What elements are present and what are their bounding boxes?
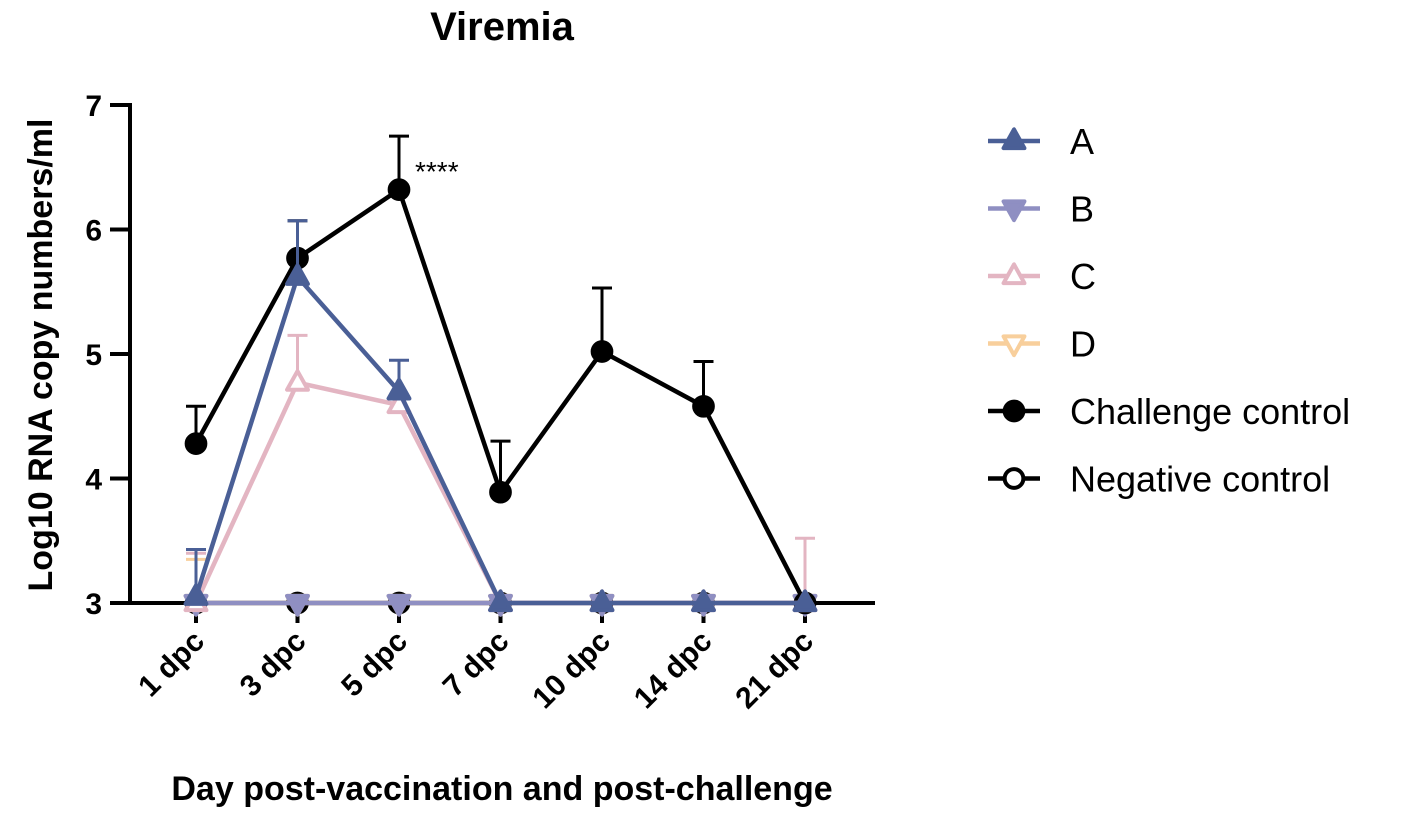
chart-title: Viremia — [430, 5, 575, 49]
data-point — [285, 593, 310, 617]
y-tick-label: 4 — [85, 464, 102, 497]
legend-item: D — [988, 324, 1096, 365]
series-line — [194, 187, 807, 605]
legend-marker — [1002, 467, 1026, 490]
legend-item: Challenge control — [988, 391, 1350, 432]
legend-marker — [1001, 262, 1027, 286]
x-tick-label: 3 dpc — [234, 625, 313, 704]
legend-marker — [1001, 334, 1027, 358]
x-tick-label: 21 dpc — [729, 625, 820, 716]
axes: 3 4 5 6 7 1 dpc 3 dpc 5 dpc 7 dpc 10 dpc 14 dpc 21 … — [85, 90, 875, 715]
series-challenge-control — [184, 134, 817, 615]
legend-label: Challenge control — [1070, 391, 1350, 432]
x-tick-label: 5 dpc — [335, 625, 414, 704]
data-point — [692, 394, 715, 418]
annotation-layer: **** — [415, 156, 459, 187]
legend-marker — [1002, 399, 1026, 423]
data-point — [386, 593, 412, 617]
significance-annotation: **** — [415, 156, 459, 187]
y-tick-label: 7 — [85, 90, 102, 123]
data-point — [285, 263, 310, 286]
data-point — [386, 377, 412, 401]
series-a — [183, 219, 818, 613]
series-layer — [183, 134, 818, 617]
y-tick-label: 6 — [85, 215, 102, 248]
data-point — [183, 583, 209, 606]
data-point — [285, 369, 310, 392]
y-axis-label: Log10 RNA copy numbers/ml — [22, 119, 60, 592]
legend-label: C — [1070, 256, 1096, 297]
legend-label: Negative control — [1070, 459, 1330, 500]
data-point — [184, 432, 208, 455]
data-point — [792, 589, 818, 613]
data-point — [691, 589, 716, 613]
legend-label: D — [1070, 324, 1096, 365]
x-axis-label: Day post-vaccination and post-challenge — [171, 770, 832, 808]
legend-item: Negative control — [988, 459, 1330, 500]
y-tick-label: 3 — [85, 588, 102, 621]
x-tick-label: 1 dpc — [132, 625, 211, 704]
x-tick-label: 10 dpc — [526, 625, 617, 716]
legend-item: C — [988, 256, 1096, 297]
legend-marker — [1001, 199, 1027, 223]
x-tick-label: 7 dpc — [437, 625, 516, 704]
data-point — [387, 178, 411, 202]
x-tick-label: 14 dpc — [628, 625, 719, 716]
legend-label: A — [1070, 121, 1094, 162]
data-point — [488, 589, 513, 613]
legend-item: A — [988, 121, 1094, 162]
legend-label: B — [1070, 189, 1094, 230]
legend-item: B — [988, 189, 1094, 230]
data-point — [589, 589, 615, 613]
legend-marker — [1001, 127, 1027, 151]
data-point — [590, 340, 614, 363]
data-point — [489, 480, 512, 504]
y-tick-label: 5 — [85, 339, 102, 372]
